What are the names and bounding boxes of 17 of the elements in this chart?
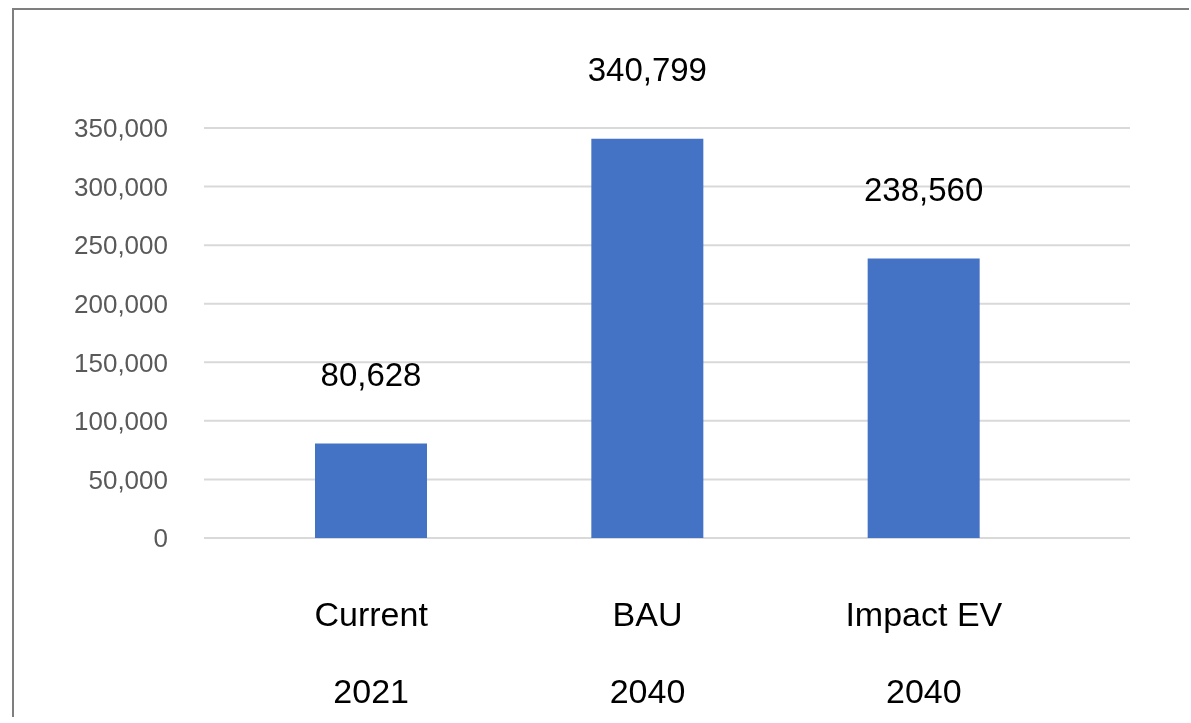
x-tick-label: BAU 2040 (609, 595, 686, 710)
bar (315, 443, 427, 538)
y-tick-label: 0 (153, 523, 168, 554)
bar (867, 258, 980, 538)
y-tick-label: 200,000 (74, 288, 168, 319)
y-tick-label: 350,000 (74, 113, 168, 144)
y-tick-label: 250,000 (74, 230, 168, 261)
data-label: 238,560 (864, 170, 984, 208)
data-label: 340,799 (587, 50, 707, 88)
y-tick-label: 100,000 (74, 406, 168, 437)
y-tick-label: 150,000 (74, 347, 168, 378)
y-tick-label: 300,000 (74, 171, 168, 202)
x-tick-label: Impact EV 2040 (845, 595, 1003, 710)
data-label: 80,628 (320, 355, 422, 393)
y-tick-label: 50,000 (88, 464, 168, 495)
x-tick-label: Current 2021 (314, 595, 429, 710)
bar (591, 138, 704, 538)
